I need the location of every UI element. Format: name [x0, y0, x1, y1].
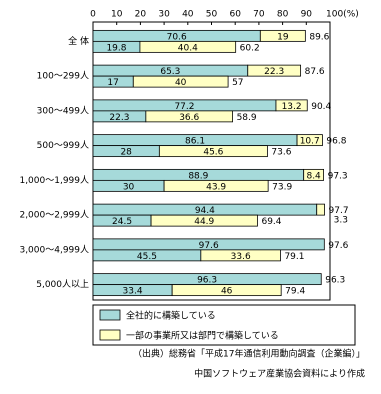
category-label: 300～499人	[37, 105, 89, 116]
total-label: 60.2	[240, 43, 260, 53]
value-label: 24.5	[112, 217, 132, 227]
value-label: 8.4	[306, 171, 321, 181]
value-label: 10.7	[300, 137, 320, 147]
total-label: 90.4	[311, 102, 331, 112]
total-label: 97.3	[328, 171, 348, 181]
x-tick-label: 80	[277, 10, 289, 20]
bar-segment	[303, 168, 325, 181]
bar-segment	[150, 214, 258, 227]
x-tick-label: 70	[253, 10, 265, 20]
total-label: 87.6	[305, 67, 325, 77]
value-label: 19.8	[106, 43, 126, 53]
value-label: 17	[107, 78, 118, 88]
category-label: 5,000人以上	[36, 279, 89, 290]
value-label: 96.3	[197, 276, 217, 286]
category-label: 1,000～1,999人	[19, 175, 89, 186]
total-label: 97.7	[329, 206, 349, 216]
legend-label: 一部の事業所又は部門で構築している	[126, 330, 279, 342]
value-label: 33.6	[231, 252, 251, 262]
x-tick-label: 50	[206, 10, 218, 20]
total-label: 73.6	[271, 148, 291, 158]
bar-segment	[163, 179, 269, 192]
value-label: 77.2	[174, 102, 194, 112]
value-label: 40	[175, 78, 187, 88]
x-tick-label: 30	[158, 10, 170, 20]
value-label: 36.6	[179, 113, 199, 123]
value-label: 19	[277, 32, 289, 42]
total-label: 79.4	[285, 287, 305, 297]
category-label: 全 体	[68, 35, 89, 47]
bar-segment	[259, 29, 306, 42]
total-label: 57	[232, 78, 243, 88]
x-tick-label: 40	[182, 10, 194, 20]
legend-swatch	[99, 329, 121, 341]
source: 中国ソフトウェア産業協会資料により作成	[194, 368, 365, 380]
bar-segment	[139, 40, 237, 53]
value-label: 45.6	[203, 148, 223, 158]
value-label: 94.4	[195, 206, 215, 216]
value-label: 3.3	[334, 216, 348, 226]
value-label: 22.3	[264, 67, 284, 77]
total-label: 79.1	[284, 252, 304, 262]
value-label: 88.9	[188, 171, 208, 181]
legend-box	[92, 304, 356, 346]
value-label: 70.6	[167, 32, 187, 42]
total-label: 58.9	[237, 113, 257, 123]
value-label: 43.9	[206, 182, 226, 192]
total-label: 96.3	[325, 276, 345, 286]
bar-segment	[145, 110, 233, 123]
value-label: 13.2	[282, 102, 302, 112]
value-label: 46	[221, 287, 233, 297]
bar-segment	[132, 75, 229, 88]
category-label: 100～299人	[37, 71, 89, 82]
bar-segment	[171, 284, 282, 297]
bar-segment	[247, 64, 302, 77]
bar-segment	[296, 134, 323, 147]
total-label: 73.9	[272, 182, 292, 192]
source: （出典）総務省「平成17年通信利用動向調査（企業編）」	[133, 348, 365, 360]
x-tick-label: 0	[90, 10, 96, 20]
bar-segment	[275, 99, 308, 112]
value-label: 86.1	[185, 137, 205, 147]
value-label: 97.6	[199, 241, 219, 251]
x-tick-label: 90	[301, 10, 313, 20]
category-label: 2,000～2,999人	[19, 210, 89, 221]
value-label: 28	[120, 148, 132, 158]
value-label: 40.4	[178, 43, 198, 53]
x-tick-label: 20	[135, 10, 147, 20]
value-label: 45.5	[137, 252, 157, 262]
category-label: 500～999人	[37, 140, 89, 151]
x-tick-label: 10	[111, 10, 123, 20]
value-label: 22.3	[109, 113, 129, 123]
total-label: 69.4	[261, 217, 281, 227]
bar-segment	[200, 249, 281, 262]
legend-swatch	[99, 309, 121, 321]
bar-segment	[316, 203, 325, 216]
total-label: 96.8	[326, 137, 346, 147]
bar-segment	[158, 145, 268, 158]
value-label: 33.4	[123, 287, 143, 297]
value-label: 44.9	[194, 217, 214, 227]
total-label: 97.6	[328, 241, 348, 251]
value-label: 30	[123, 182, 135, 192]
total-label: 89.6	[309, 32, 329, 42]
category-label: 3,000～4,999人	[19, 244, 89, 255]
legend-label: 全社的に構築している	[126, 310, 216, 322]
x-tick-label: 60	[229, 10, 241, 20]
value-label: 65.3	[160, 67, 180, 77]
x-tick-label: 100(%)	[326, 10, 359, 20]
